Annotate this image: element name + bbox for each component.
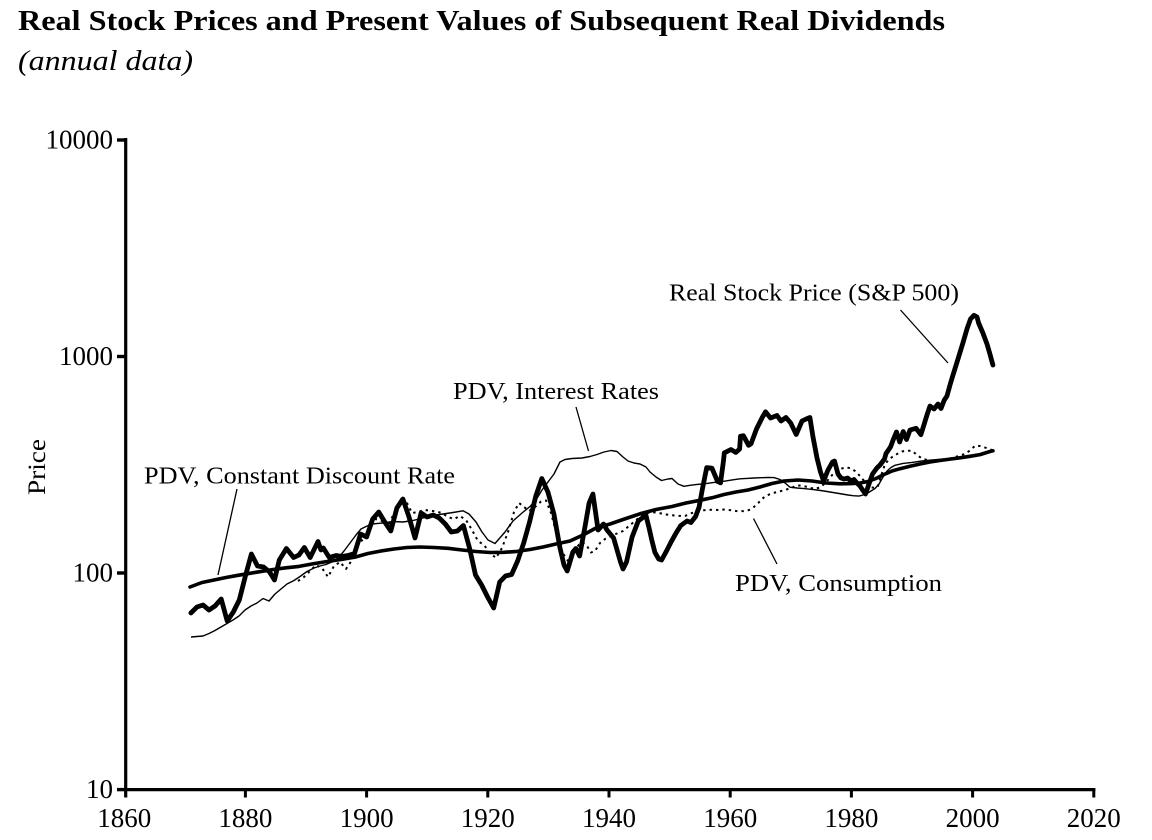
svg-text:1920: 1920 xyxy=(461,803,515,833)
svg-text:(annual data): (annual data) xyxy=(18,45,193,77)
svg-text:2000: 2000 xyxy=(946,803,1000,833)
svg-text:1880: 1880 xyxy=(218,803,272,833)
svg-text:1900: 1900 xyxy=(340,803,394,833)
svg-text:2020: 2020 xyxy=(1067,803,1121,833)
svg-text:1000: 1000 xyxy=(59,341,113,371)
svg-text:PDV, Constant Discount Rate: PDV, Constant Discount Rate xyxy=(144,463,455,490)
svg-text:1940: 1940 xyxy=(582,803,636,833)
svg-text:1980: 1980 xyxy=(824,803,878,833)
svg-text:10000: 10000 xyxy=(46,125,114,155)
svg-text:1960: 1960 xyxy=(703,803,757,833)
svg-text:PDV, Interest Rates: PDV, Interest Rates xyxy=(453,378,659,405)
svg-text:Price: Price xyxy=(24,439,51,495)
svg-text:100: 100 xyxy=(73,558,114,588)
svg-text:Real Stock Prices and Present: Real Stock Prices and Present Values of … xyxy=(18,5,945,37)
svg-text:PDV, Consumption: PDV, Consumption xyxy=(735,570,942,597)
svg-text:10: 10 xyxy=(86,774,113,804)
svg-text:1860: 1860 xyxy=(97,803,151,833)
svg-text:Real Stock Price (S&P 500): Real Stock Price (S&P 500) xyxy=(669,280,959,307)
